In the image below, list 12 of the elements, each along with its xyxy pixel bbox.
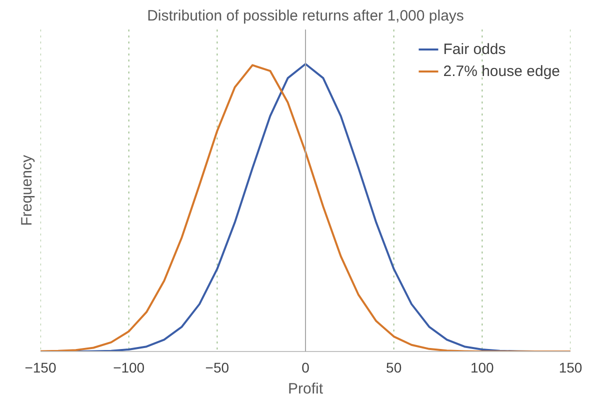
x-tick-label: −150 (24, 360, 56, 376)
chart-title: Distribution of possible returns after 1,000 plays (147, 8, 464, 24)
x-axis-title: Profit (288, 380, 324, 398)
x-tick-label: 100 (470, 360, 494, 376)
x-tick-label: −100 (113, 360, 145, 376)
y-axis-title: Frequency (18, 154, 36, 226)
x-tick-label: 0 (302, 360, 310, 376)
x-tick-label: −50 (205, 360, 230, 376)
x-tick-label: 150 (558, 360, 582, 376)
legend-label: Fair odds (443, 40, 506, 58)
legend-label: 2.7% house edge (443, 62, 560, 80)
x-tick-label: 50 (386, 360, 402, 376)
